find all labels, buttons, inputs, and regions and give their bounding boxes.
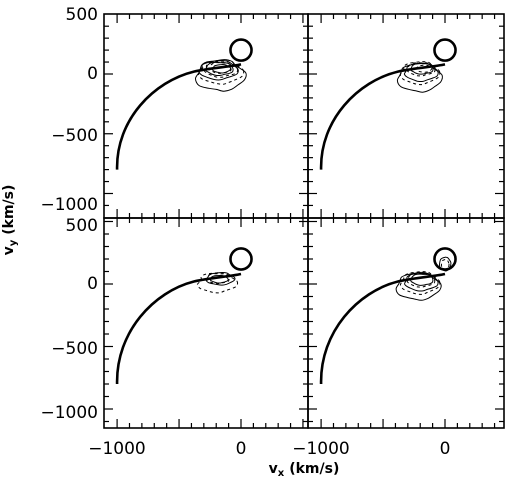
contour-dashed xyxy=(399,271,441,295)
contour-solid xyxy=(404,272,439,292)
panel-frame-bottom-right xyxy=(307,217,505,429)
velocity-circle xyxy=(433,38,457,62)
y-tick-label-0-top: 0 xyxy=(87,64,98,84)
panel-top-left xyxy=(115,38,253,170)
contour-dashed xyxy=(440,258,450,271)
velocity-circle xyxy=(229,38,253,62)
panel-bottom-right xyxy=(319,247,457,385)
x-tick-label-neg1000-left: −1000 xyxy=(88,439,146,459)
axis-ticks xyxy=(104,14,504,428)
y-axis-title: vy(km/s) xyxy=(1,185,19,256)
y-tick-label-neg500-top: −500 xyxy=(51,126,98,146)
velocity-circle xyxy=(229,247,253,271)
panel-top-right xyxy=(319,38,457,170)
y-tick-label-neg500-bottom: −500 xyxy=(51,339,98,359)
trajectory-curve xyxy=(319,272,446,385)
x-tick-label-neg1000-right: −1000 xyxy=(292,439,350,459)
y-tick-label-neg1000-bottom: −1000 xyxy=(40,403,98,423)
trajectory-curve xyxy=(115,63,242,170)
contour-dashed xyxy=(406,62,436,77)
contour-dashed xyxy=(399,61,441,86)
x-tick-label-0-left: 0 xyxy=(236,439,247,459)
contour-dashed xyxy=(198,59,245,85)
trajectory-curve xyxy=(319,63,446,170)
y-tick-label-500-top: 500 xyxy=(66,5,98,25)
velocity-circle xyxy=(433,247,457,271)
y-tick-label-500-bottom: 500 xyxy=(66,216,98,236)
contour-dashed xyxy=(204,61,239,78)
y-tick-label-0-bottom: 0 xyxy=(87,274,98,294)
y-tick-label-neg1000-top: −1000 xyxy=(40,195,98,215)
panel-content xyxy=(115,38,457,385)
x-axis-title: vx (km/s) xyxy=(269,461,340,479)
x-tick-label-0-right: 0 xyxy=(440,439,451,459)
trajectory-curve xyxy=(115,272,242,385)
contour-dashed xyxy=(406,272,436,288)
panel-frame-top-left xyxy=(103,13,309,219)
panel-bottom-left xyxy=(115,247,253,385)
